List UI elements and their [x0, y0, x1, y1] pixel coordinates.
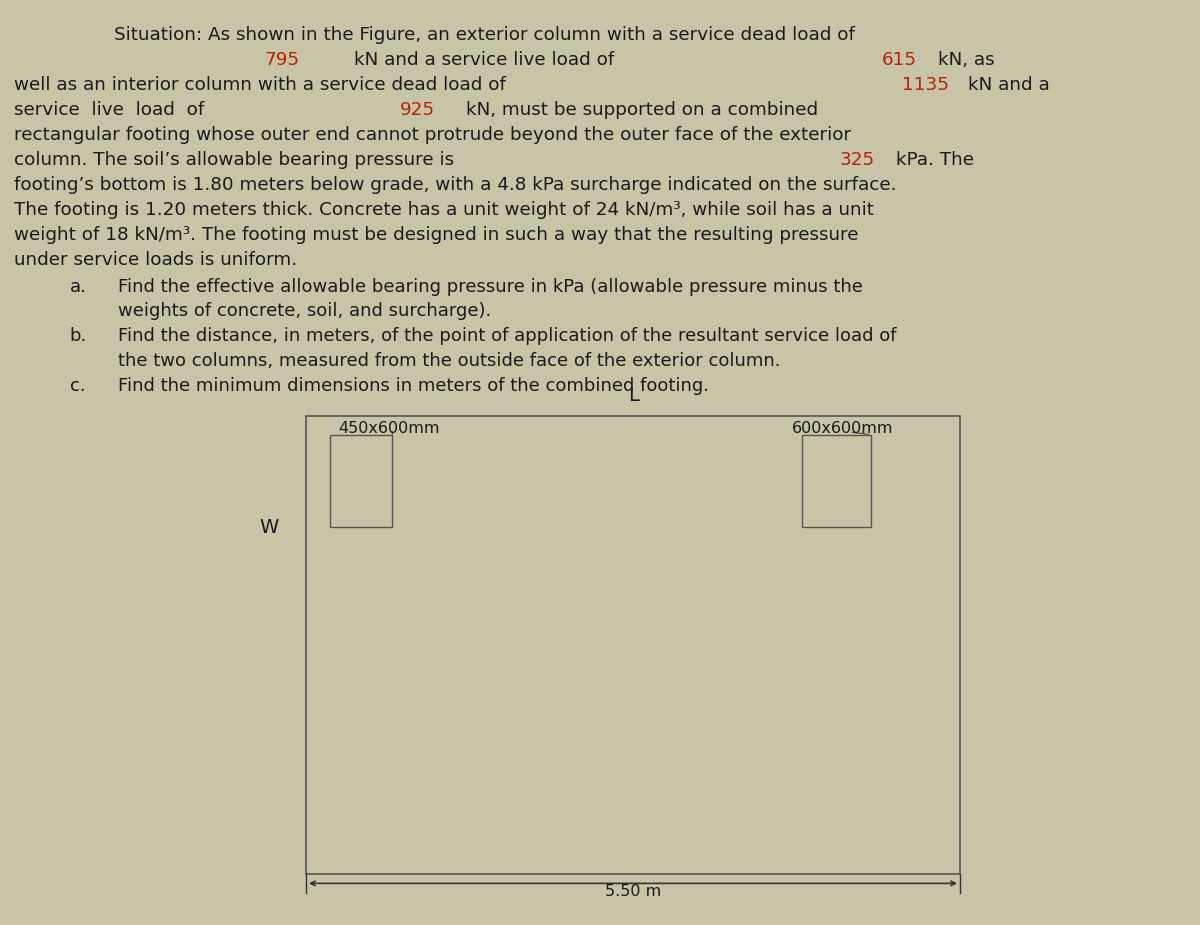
- Text: The footing is 1.20 meters thick. Concrete has a unit weight of 24 kN/m³, while : The footing is 1.20 meters thick. Concre…: [14, 201, 875, 218]
- Text: 600x600mm: 600x600mm: [792, 421, 894, 436]
- Text: 615: 615: [882, 51, 917, 68]
- Text: kPa. The: kPa. The: [896, 151, 974, 168]
- Text: 5.50 m: 5.50 m: [606, 884, 661, 899]
- Text: service  live  load  of: service live load of: [14, 101, 205, 118]
- Text: weights of concrete, soil, and surcharge).: weights of concrete, soil, and surcharge…: [118, 302, 491, 320]
- Text: 925: 925: [400, 101, 434, 118]
- Text: footing’s bottom is 1.80 meters below grade, with a 4.8 kPa surcharge indicated : footing’s bottom is 1.80 meters below gr…: [14, 176, 896, 193]
- Text: W: W: [259, 518, 278, 536]
- Text: under service loads is uniform.: under service loads is uniform.: [14, 251, 298, 268]
- Text: Find the distance, in meters, of the point of application of the resultant servi: Find the distance, in meters, of the poi…: [118, 327, 896, 345]
- Text: 1135: 1135: [902, 76, 949, 93]
- Text: 450x600mm: 450x600mm: [338, 421, 440, 436]
- Text: weight of 18 kN/m³. The footing must be designed in such a way that the resultin: weight of 18 kN/m³. The footing must be …: [14, 226, 859, 243]
- Bar: [330, 435, 392, 527]
- Text: well as an interior column with a service dead load of: well as an interior column with a servic…: [14, 76, 506, 93]
- Text: column. The soil’s allowable bearing pressure is: column. The soil’s allowable bearing pre…: [14, 151, 455, 168]
- Text: L: L: [628, 386, 640, 405]
- Text: Find the effective allowable bearing pressure in kPa (allowable pressure minus t: Find the effective allowable bearing pre…: [118, 278, 863, 295]
- Bar: [802, 435, 871, 527]
- Bar: [306, 416, 960, 874]
- Text: the two columns, measured from the outside face of the exterior column.: the two columns, measured from the outsi…: [118, 352, 780, 370]
- Text: 795: 795: [264, 51, 299, 68]
- Text: b.: b.: [70, 327, 86, 345]
- Text: Find the minimum dimensions in meters of the combined footing.: Find the minimum dimensions in meters of…: [118, 377, 708, 395]
- Text: kN and a service live load of: kN and a service live load of: [354, 51, 614, 68]
- Text: kN and a: kN and a: [968, 76, 1050, 93]
- Text: Situation: As shown in the Figure, an exterior column with a service dead load o: Situation: As shown in the Figure, an ex…: [114, 26, 854, 43]
- Text: rectangular footing whose outer end cannot protrude beyond the outer face of the: rectangular footing whose outer end cann…: [14, 126, 852, 143]
- Text: kN, must be supported on a combined: kN, must be supported on a combined: [466, 101, 817, 118]
- Text: c.: c.: [70, 377, 85, 395]
- Text: a.: a.: [70, 278, 86, 295]
- Text: kN, as: kN, as: [938, 51, 995, 68]
- Text: 325: 325: [840, 151, 875, 168]
